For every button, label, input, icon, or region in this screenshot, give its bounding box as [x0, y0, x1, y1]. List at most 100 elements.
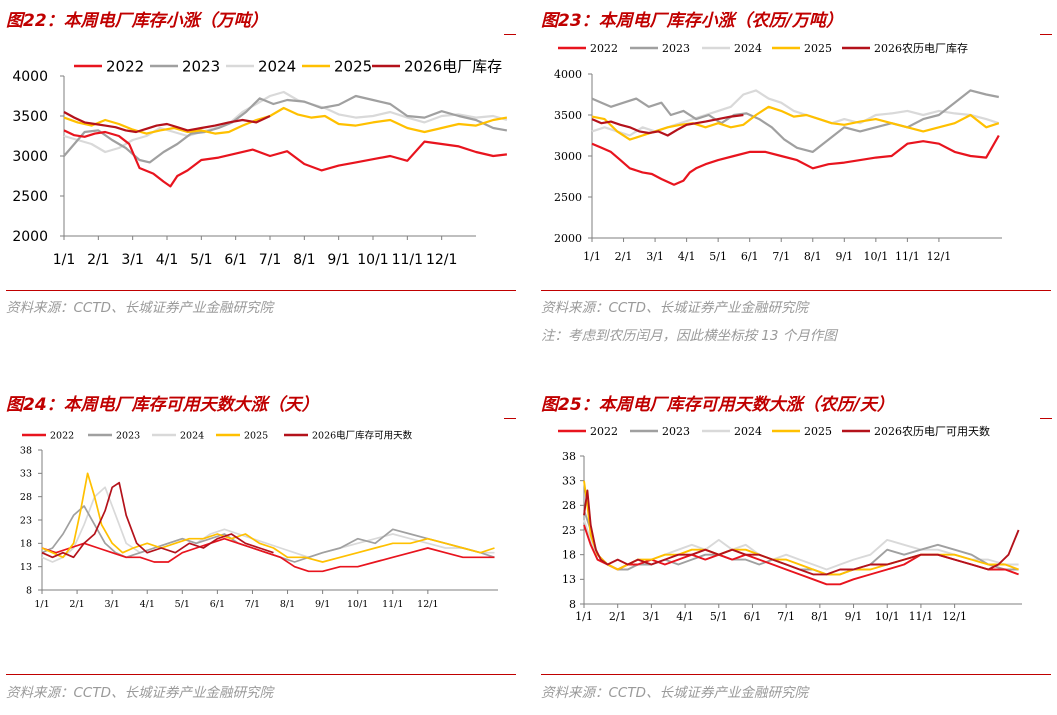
x-tick-label: 8/1	[811, 610, 829, 623]
legend-label-2024: 2024	[258, 57, 296, 75]
source-rule	[6, 674, 516, 675]
source-text: 资料来源：CCTD、长城证券产业金融研究院	[6, 300, 273, 316]
legend-label-2025: 2025	[804, 42, 832, 55]
x-tick-label: 11/1	[382, 599, 403, 610]
series-line-2026	[583, 489, 1020, 576]
legend-label-2025: 2025	[244, 430, 268, 441]
x-tick-label: 3/1	[646, 250, 664, 263]
y-tick-label: 28	[562, 499, 576, 512]
legend-label-2025: 2025	[804, 425, 832, 438]
x-tick-label: 9/1	[845, 610, 863, 623]
x-tick-label: 11/1	[895, 250, 920, 263]
legend-label-2023: 2023	[116, 430, 140, 441]
y-tick-label: 2500	[554, 191, 582, 204]
source-rule	[541, 674, 1051, 675]
y-tick-label: 2000	[12, 229, 48, 245]
legend-label-2023: 2023	[662, 42, 690, 55]
y-tick-label: 38	[20, 445, 32, 456]
legend-label-2025: 2025	[334, 57, 372, 75]
x-tick-label: 4/1	[156, 252, 179, 268]
x-tick-label: 6/1	[210, 599, 225, 610]
legend-label-2024: 2024	[734, 425, 762, 438]
x-tick-label: 12/1	[426, 252, 457, 268]
x-tick-label: 4/1	[678, 250, 696, 263]
series-line-2023	[63, 94, 508, 164]
series-line-2026	[591, 113, 744, 137]
chart-24: 8 13 18 23 28 33 38 1/1 2/1 3/1 4/1 5/1 6/1 7/1 8/1 9/1…	[20, 429, 498, 610]
y-tick-label: 23	[562, 524, 576, 537]
x-tick-label: 5/1	[710, 610, 728, 623]
legend-label-2022: 2022	[590, 42, 618, 55]
y-tick-label: 2000	[554, 232, 582, 245]
y-tick-label: 3000	[12, 149, 48, 165]
series-line-2023	[591, 89, 1000, 154]
x-tick-label: 8/1	[293, 252, 316, 268]
source-text: 资料来源：CCTD、长城证券产业金融研究院	[6, 685, 273, 701]
y-tick-label: 8	[569, 598, 576, 611]
y-tick-label: 4000	[12, 69, 48, 85]
y-tick-label: 18	[562, 549, 576, 562]
x-tick-label: 9/1	[835, 250, 853, 263]
x-tick-label: 11/1	[909, 610, 934, 623]
x-tick-label: 1/1	[583, 250, 601, 263]
legend-label-2026: 2026农历电厂库存	[874, 41, 968, 55]
legend-label-2022: 2022	[50, 430, 74, 441]
x-tick-label: 9/1	[315, 599, 330, 610]
y-tick-label: 38	[562, 450, 576, 463]
chart-23: 2000 2500 3000 3500 4000 1/1 2/1 3/1 4/1 5/1 6/1 7/…	[554, 41, 1002, 263]
x-tick-label: 3/1	[121, 252, 144, 268]
legend-label-2024: 2024	[734, 42, 762, 55]
x-tick-label: 1/1	[53, 252, 76, 268]
y-tick-label: 4000	[554, 68, 582, 81]
x-tick-label: 10/1	[875, 610, 900, 623]
x-tick-label: 6/1	[741, 250, 759, 263]
x-tick-label: 5/1	[175, 599, 190, 610]
x-tick-label: 4/1	[676, 610, 694, 623]
legend-label-2024: 2024	[180, 430, 204, 441]
x-tick-label: 1/1	[34, 599, 49, 610]
x-tick-label: 8/1	[804, 250, 822, 263]
y-tick-label: 3000	[554, 150, 582, 163]
series-line-2022	[591, 134, 1000, 186]
y-tick-label: 23	[20, 515, 32, 526]
x-tick-label: 2/1	[87, 252, 110, 268]
y-tick-label: 2500	[12, 189, 48, 205]
series-line-2024	[583, 519, 1019, 571]
y-tick-label: 18	[20, 539, 32, 550]
y-tick-label: 8	[26, 585, 32, 596]
x-tick-label: 11/1	[392, 252, 423, 268]
y-tick-label: 33	[20, 469, 32, 480]
y-tick-label: 13	[562, 573, 576, 586]
source-rule	[6, 290, 516, 291]
x-tick-label: 7/1	[259, 252, 282, 268]
y-tick-label: 13	[20, 562, 32, 573]
legend-label-2023: 2023	[662, 425, 690, 438]
chart-title: 图24：本周电厂库存可用天数大涨（天）	[6, 395, 319, 415]
source-rule	[541, 290, 1051, 291]
x-tick-label: 5/1	[190, 252, 213, 268]
x-tick-label: 3/1	[105, 599, 120, 610]
x-tick-label: 12/1	[942, 610, 967, 623]
y-tick-label: 28	[20, 492, 32, 503]
legend-label-2023: 2023	[182, 57, 220, 75]
x-tick-label: 5/1	[709, 250, 727, 263]
series-line-2022	[41, 537, 495, 573]
y-tick-label: 3500	[12, 109, 48, 125]
y-tick-label: 3500	[554, 109, 582, 122]
x-tick-label: 9/1	[327, 252, 350, 268]
title-rule	[1040, 418, 1052, 419]
x-tick-label: 1/1	[575, 610, 593, 623]
chart-22: 2000 2500 3000 3500 4000 1/1 2/1 3/1 4/1 5/1 6/1 7/…	[12, 57, 508, 268]
x-tick-label: 6/1	[744, 610, 762, 623]
series-line-2024	[63, 90, 508, 154]
chart-title: 图22：本周电厂库存小涨（万吨）	[6, 11, 268, 31]
source-text: 资料来源：CCTD、长城证券产业金融研究院	[541, 300, 808, 316]
source-text: 资料来源：CCTD、长城证券产业金融研究院	[541, 685, 808, 701]
series-line-2022	[63, 129, 508, 188]
legend-label-2026: 2026电厂库存可用天数	[312, 429, 413, 441]
x-tick-label: 7/1	[245, 599, 260, 610]
x-tick-label: 2/1	[69, 599, 84, 610]
note-text: 注：考虑到农历闰月，因此横坐标按 13 个月作图	[541, 328, 837, 344]
x-tick-label: 8/1	[280, 599, 295, 610]
chart-25: 8 13 18 23 28 33 38 1/1 2/1 3/1 4/1 5/1 6/1 7/1 8/1 9/1…	[558, 424, 1022, 623]
